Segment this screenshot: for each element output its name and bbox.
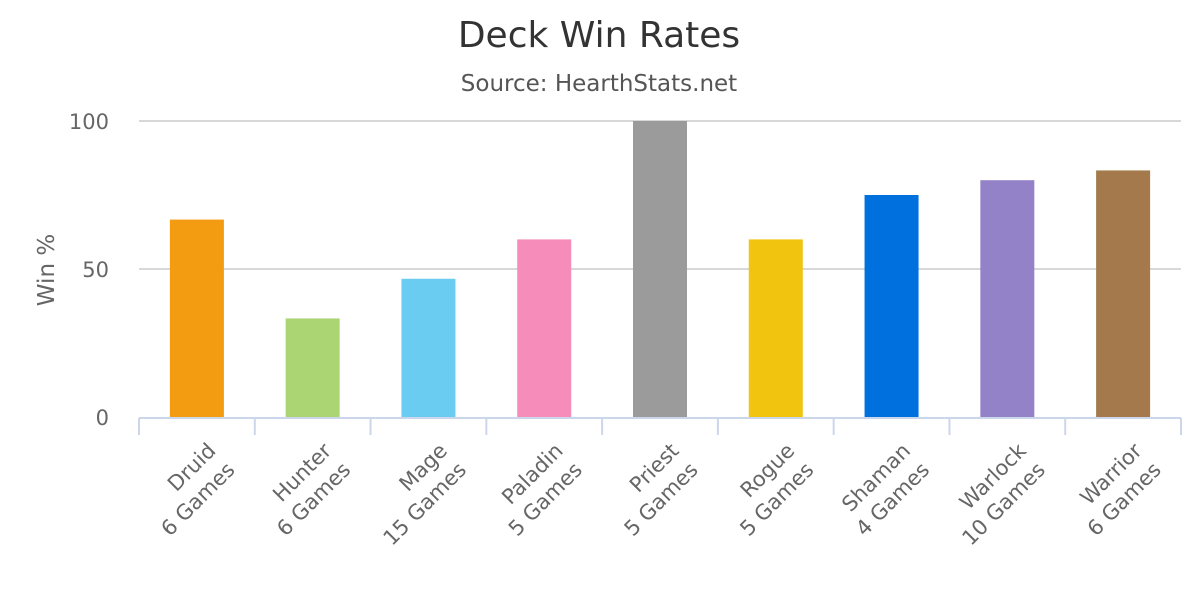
x-axis: [138, 417, 1182, 435]
y-tick-label: 100: [69, 110, 109, 134]
bar-rogue[interactable]: [748, 239, 803, 417]
bar-warrior[interactable]: [1096, 170, 1151, 417]
x-tick-label: Warlock10 Games: [938, 438, 1050, 550]
x-tick-labels: Druid6 Games Hunter6 Games Mage15 Games Pal…: [137, 438, 1166, 551]
x-tick-label: Warrior6 Games: [1064, 438, 1166, 540]
y-tick-label: 0: [96, 406, 109, 430]
x-tick-label: Mage15 Games: [359, 439, 471, 551]
chart-title: Deck Win Rates: [458, 15, 740, 56]
x-tick-label: Shaman4 Games: [832, 439, 934, 541]
bar-paladin[interactable]: [517, 239, 572, 417]
x-tick-label: Druid6 Games: [137, 439, 239, 541]
bar-shaman[interactable]: [864, 195, 919, 417]
bar-mage[interactable]: [401, 278, 456, 417]
x-tick-label: Hunter6 Games: [253, 438, 355, 540]
bar-hunter[interactable]: [285, 318, 340, 417]
bars: [169, 121, 1151, 417]
y-tick-labels: 0 50 100: [69, 110, 109, 430]
bar-warlock[interactable]: [980, 180, 1035, 417]
bar-druid[interactable]: [169, 219, 224, 417]
y-tick-label: 50: [82, 258, 109, 282]
bar-priest[interactable]: [633, 121, 687, 417]
x-tick-label: Rogue5 Games: [716, 439, 818, 541]
y-axis-label: Win %: [34, 234, 60, 306]
x-tick-label: Paladin5 Games: [485, 439, 587, 541]
x-tick-label: Priest5 Games: [600, 439, 702, 541]
chart-subtitle: Source: HearthStats.net: [461, 71, 737, 97]
